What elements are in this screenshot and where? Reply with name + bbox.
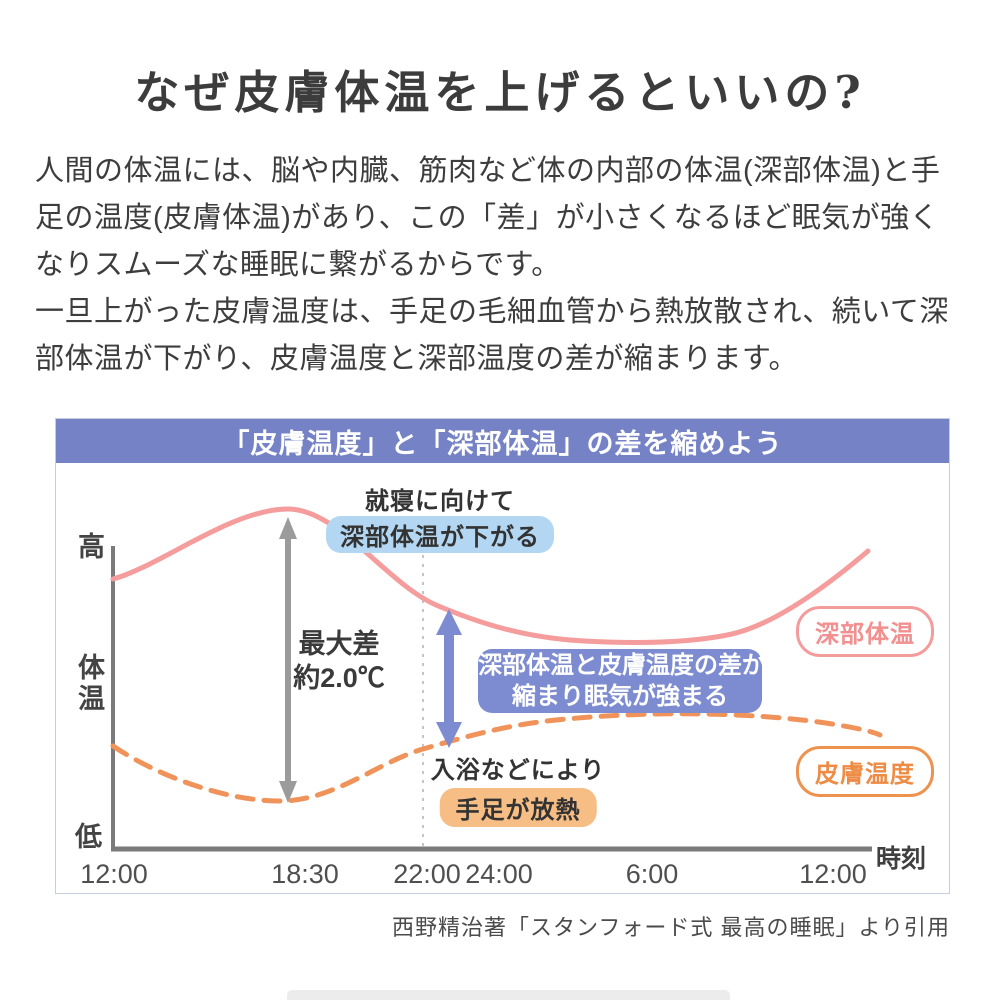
gap-box-line1: 深部体温と皮膚温度の差が [478,652,766,679]
max-diff-line2: 約2.0℃ [293,663,385,693]
max-diff-arrow [279,517,297,803]
y-label-bodytemp: 体温 [78,653,105,714]
body-line: 足の温度(皮膚体温)があり、この「差」が小さくなるほど眠気が強く [35,202,940,234]
x-tick-6h: 6:00 [625,859,679,889]
bottom-scroll-bar [287,990,730,1000]
x-tick-22h: 22:00 [393,859,461,889]
bath-annotation-line1: 入浴などにより [430,757,606,784]
body-line: なりスムーズな睡眠に繋がるからです。 [35,249,561,281]
body-line: 人間の体温には、脳や内臓、筋肉など体の内部の体温(深部体温)と手 [35,155,941,187]
gap-arrow [436,609,462,748]
bath-annotation: 入浴などにより 手足が放熱 [431,750,606,827]
citation-text: 西野精治著「スタンフォード式 最高の睡眠」より引用 [391,915,950,940]
y-label-high: 高 [78,532,105,562]
chart-plot-area [110,506,883,852]
temperature-chart: 「皮膚温度」と「深部体温」の差を縮めよう [55,418,950,894]
gap-explanation-box: 深部体温と皮膚温度の差が 縮まり眠気が強まる [478,649,766,713]
bedtime-annotation-line1: 就寝に向けて [365,488,515,515]
x-tick-1830: 18:30 [271,859,339,889]
core-temp-legend-pill: 深部体温 [796,606,934,657]
body-line: 部体温が下がり、皮膚温度と深部温度の差が縮まります。 [35,343,798,375]
skin-temp-curve [110,711,883,804]
body-line: 一旦上がった皮膚温度は、手足の毛細血管から熱放散され、続いて深 [35,296,949,328]
max-diff-label: 最大差 約2.0℃ [259,627,419,695]
bath-annotation-line2-highlight: 手足が放熱 [439,788,597,827]
skin-temp-legend-pill: 皮膚温度 [796,746,934,797]
core-temp-curve [110,506,871,646]
x-tick-24h: 24:00 [465,859,533,889]
chart-title-bar: 「皮膚温度」と「深部体温」の差を縮めよう [56,419,949,463]
bedtime-annotation: 就寝に向けて 深部体温が下がる [326,481,554,553]
x-tick-12h: 12:00 [80,859,148,889]
intro-paragraphs: 人間の体温には、脳や内臓、筋肉など体の内部の体温(深部体温)と手 足の温度(皮膚… [35,148,970,383]
x-axis-label: 時刻 [876,845,927,873]
gap-box-line2: 縮まり眠気が強まる [512,683,728,710]
max-diff-line1: 最大差 [298,629,380,659]
page-title: なぜ皮膚体温を上げるといいの? [134,66,866,119]
x-tick-12h2: 12:00 [799,859,867,889]
bedtime-annotation-line2-highlight: 深部体温が下がる [326,516,554,553]
y-label-low: 低 [75,822,102,852]
